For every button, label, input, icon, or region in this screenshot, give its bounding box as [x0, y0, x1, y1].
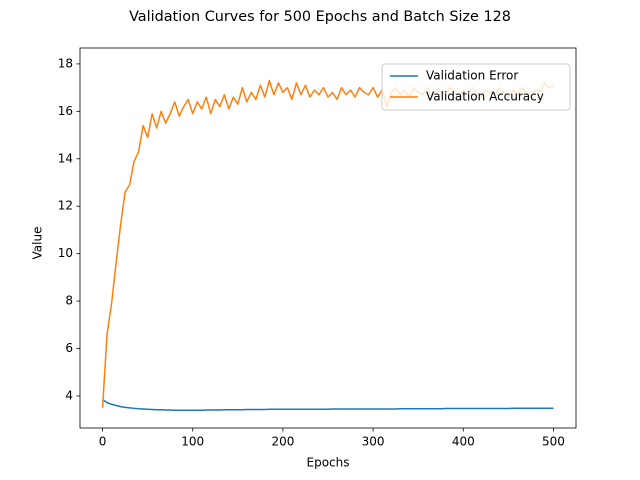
x-tick-label: 200	[271, 435, 294, 449]
y-tick-label: 16	[58, 104, 73, 118]
data-line	[102, 398, 554, 411]
y-tick-label: 4	[65, 388, 73, 402]
y-tick-label: 12	[58, 199, 73, 213]
chart-title: Validation Curves for 500 Epochs and Bat…	[129, 9, 511, 25]
x-tick-label: 0	[99, 435, 107, 449]
x-tick-label: 300	[362, 435, 385, 449]
y-tick-label: 8	[65, 294, 73, 308]
y-tick-label: 6	[65, 341, 73, 355]
y-tick-label: 14	[58, 151, 73, 165]
y-tick-label: 10	[58, 246, 73, 260]
x-axis-label: Epochs	[307, 456, 350, 470]
x-tick-label: 500	[542, 435, 565, 449]
x-tick-label: 400	[452, 435, 475, 449]
y-axis-label: Value	[31, 227, 45, 260]
plot-frame	[79, 47, 577, 429]
legend-box	[381, 63, 571, 111]
legend-label: Validation Error	[426, 69, 518, 83]
x-tick-label: 100	[181, 435, 204, 449]
legend-label: Validation Accuracy	[426, 90, 544, 104]
y-tick-label: 18	[58, 56, 73, 70]
